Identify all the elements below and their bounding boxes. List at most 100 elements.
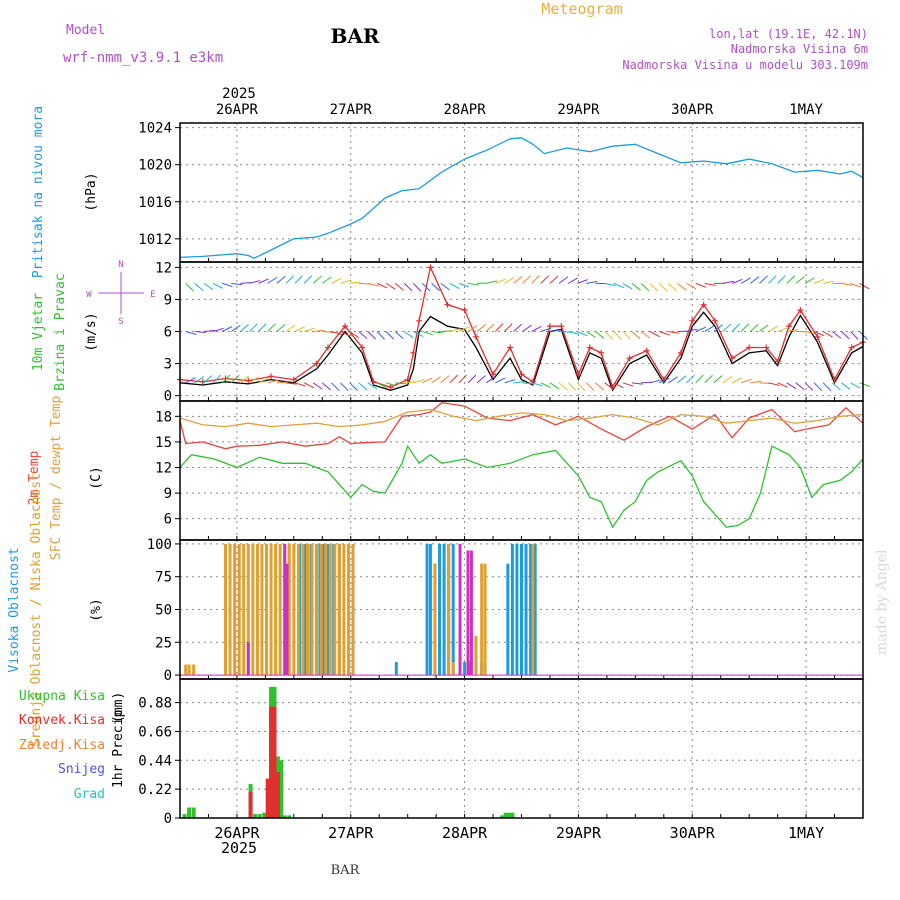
wind-barb	[467, 282, 479, 286]
wind-barb	[313, 329, 325, 332]
wind-barb	[586, 331, 596, 338]
cloud-bar-srednja-oblacnost	[246, 543, 250, 676]
temp-ytick-label: 15	[155, 435, 172, 451]
wind-barb	[549, 275, 559, 284]
precip-ytick-label: 0.44	[138, 753, 172, 769]
pressure-frame	[179, 122, 864, 263]
wind-barb	[795, 276, 805, 284]
wind-barb	[568, 331, 579, 335]
wind-barb	[604, 382, 614, 390]
wind-gust-marker	[598, 349, 605, 356]
wind-barb	[349, 331, 360, 339]
wind-barb	[312, 382, 323, 390]
wind-barb	[476, 324, 486, 332]
pressure-ytick-label: 1024	[138, 121, 172, 137]
wind-barb	[449, 374, 458, 384]
wind-barb	[267, 379, 279, 384]
wind-subtitle: Brzina i Pravac	[53, 273, 68, 390]
wind-barb	[513, 323, 523, 332]
wind-barb	[813, 278, 825, 284]
wind-barb	[431, 376, 441, 384]
elevation-label: Nadmorska Visina 6m	[731, 42, 868, 56]
cloud-bar-srednja-oblacnost	[192, 664, 196, 676]
wind-barb	[331, 277, 342, 284]
wind-barb	[230, 374, 240, 384]
wind-barb	[458, 374, 467, 384]
wind-barb	[786, 275, 796, 284]
wind-barb	[850, 282, 861, 288]
wind-barb	[704, 325, 715, 332]
wind-barb	[331, 382, 340, 391]
lonlat-label: lon,lat (19.1E, 42.1N)	[709, 27, 868, 41]
wind-barb	[467, 374, 477, 384]
wind-barb	[422, 377, 433, 384]
wind-gust-marker	[359, 344, 366, 351]
wind-barb	[504, 277, 515, 284]
cloud-bar-srednja-oblacnost	[255, 543, 259, 676]
wind-barb	[440, 282, 450, 291]
wind-barb	[385, 382, 397, 387]
wind-barb	[786, 382, 797, 390]
bottom-day-label: 28APR	[442, 824, 488, 842]
wind-gust-marker	[774, 358, 781, 365]
wind-barb	[276, 381, 288, 384]
wind-gust-marker	[575, 371, 582, 378]
wind-barb	[385, 331, 395, 340]
precip-bar-ukupna-kisa	[503, 812, 508, 818]
cloud-ytick-label: 0	[164, 668, 172, 684]
cloud-bar-visoka-oblacnost	[326, 543, 330, 676]
legend-freezing-rain: Zaledj.Kisa	[19, 738, 105, 753]
wind-barb	[576, 382, 586, 392]
top-day-label: 28APR	[444, 102, 487, 118]
bottom-day-label: 1MAY	[788, 824, 824, 842]
cloud-bar-visoka-oblacnost	[506, 563, 510, 676]
bottom-day-label: 27APR	[328, 824, 374, 842]
wind-barb	[777, 275, 786, 284]
cloud-bar-niska-oblacnost	[283, 543, 287, 676]
wind-gust-marker	[472, 333, 479, 340]
bottom-day-label: 30APR	[670, 824, 716, 842]
cloud-bar-visoka-oblacnost	[520, 543, 523, 676]
cloud-bar-srednja-oblacnost	[224, 543, 228, 676]
wind-barb	[759, 324, 769, 332]
wind-barb	[322, 276, 332, 284]
bottom-year-label: 2025	[221, 839, 257, 857]
bottom-day-label: 26APR	[214, 824, 260, 842]
wind-barb	[440, 375, 450, 384]
wind-barb	[194, 331, 206, 333]
wind-barb	[394, 282, 404, 291]
wind-barb	[577, 279, 588, 284]
wind-barb	[540, 382, 552, 388]
precip-bar-ukupna-kisa	[279, 760, 284, 818]
precip-bar-konvek-kisa	[275, 772, 280, 818]
chart-panels: 1012 1016 1020 1024 0 3 6 9 12 6 9 12 15 18 0 25 50 75 100…	[138, 121, 871, 827]
top-day-label: 26APR	[216, 102, 259, 118]
wind-gust-marker	[689, 317, 696, 324]
wind-barb	[413, 283, 422, 292]
wind-barb	[231, 282, 243, 286]
wind-barb	[303, 275, 313, 284]
wind-barb	[394, 331, 404, 340]
wind-barb	[740, 277, 751, 284]
wind-barb	[640, 283, 650, 292]
wind-barb	[194, 376, 205, 384]
model-name: wrf-nmm_v3.9.1 e3km	[63, 50, 223, 66]
wind-gust-marker	[444, 301, 451, 308]
wind-barb	[740, 323, 750, 332]
wind-gust-marker	[848, 344, 855, 351]
cloud-bar-srednja-oblacnost	[480, 563, 484, 676]
wind-gust-marker	[729, 355, 736, 362]
wind-gust-marker	[370, 378, 377, 385]
cloud-bar-niska-oblacnost	[469, 550, 473, 676]
wind-barb	[413, 331, 424, 337]
cloud-bar-srednja-oblacnost	[287, 543, 291, 676]
wind-barb	[804, 382, 814, 391]
wind-direction-key: N W E S	[86, 260, 155, 327]
wind-barb	[586, 382, 595, 391]
cloud-bar-visoka-oblacnost	[321, 543, 325, 676]
top-day-label: 27APR	[330, 102, 373, 118]
wind-barb	[404, 381, 416, 384]
wind-barb	[795, 382, 805, 391]
wind-barb	[540, 275, 549, 284]
wind-ytick-label: 9	[164, 292, 172, 308]
